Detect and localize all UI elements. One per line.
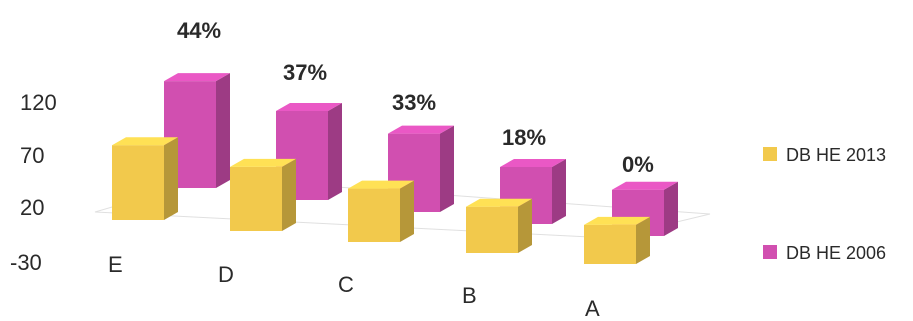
bar-db-he-2013 [466, 198, 532, 253]
legend: DB HE 2013 DB HE 2006 [763, 145, 886, 263]
category-label: C [338, 272, 354, 297]
y-tick-label: 20 [20, 195, 44, 220]
data-label: 44% [177, 18, 221, 43]
bars-layer [112, 73, 678, 264]
y-tick-label: 70 [20, 143, 44, 168]
bar-side-face [216, 73, 230, 188]
bar-top-face [276, 102, 342, 111]
bar-top-face [348, 180, 414, 189]
data-label: 37% [283, 60, 327, 85]
bar-db-he-2013 [584, 216, 650, 264]
bar-top-face [612, 181, 678, 190]
bar-top-face [584, 216, 650, 225]
bar-top-face [466, 198, 532, 207]
category-label: E [108, 252, 123, 277]
bar-front-face [112, 145, 164, 220]
data-label: 0% [622, 152, 654, 177]
bar-side-face [440, 125, 454, 212]
legend-swatch-2006 [763, 245, 777, 259]
legend-label: DB HE 2013 [786, 145, 886, 165]
category-label: D [218, 262, 234, 287]
bar-front-face [584, 224, 636, 264]
bar-side-face [328, 102, 342, 200]
bar-side-face [518, 198, 532, 253]
bar-front-face [230, 166, 282, 231]
bar-db-he-2013 [230, 158, 296, 231]
bar-side-face [636, 216, 650, 264]
bar-top-face [112, 137, 178, 146]
bar-front-face [466, 206, 518, 253]
bar-side-face [664, 181, 678, 236]
bar-db-he-2013 [348, 180, 414, 242]
bar-side-face [552, 159, 566, 224]
data-label: 33% [392, 90, 436, 115]
y-tick-label: 120 [20, 90, 57, 115]
bar-front-face [348, 188, 400, 242]
category-label: A [585, 296, 600, 321]
bar-top-face [230, 158, 296, 167]
bar-db-he-2006 [164, 73, 230, 188]
bar-side-face [164, 137, 178, 220]
data-label: 18% [502, 125, 546, 150]
bar-side-face [282, 158, 296, 231]
bar-db-he-2013 [112, 137, 178, 220]
bar-top-face [388, 125, 454, 134]
bar-top-face [164, 73, 230, 82]
y-tick-label: -30 [10, 250, 42, 275]
bar-side-face [400, 180, 414, 242]
legend-swatch-2013 [763, 147, 777, 161]
bar-top-face [500, 159, 566, 167]
legend-label: DB HE 2006 [786, 243, 886, 263]
category-label: B [462, 283, 477, 308]
